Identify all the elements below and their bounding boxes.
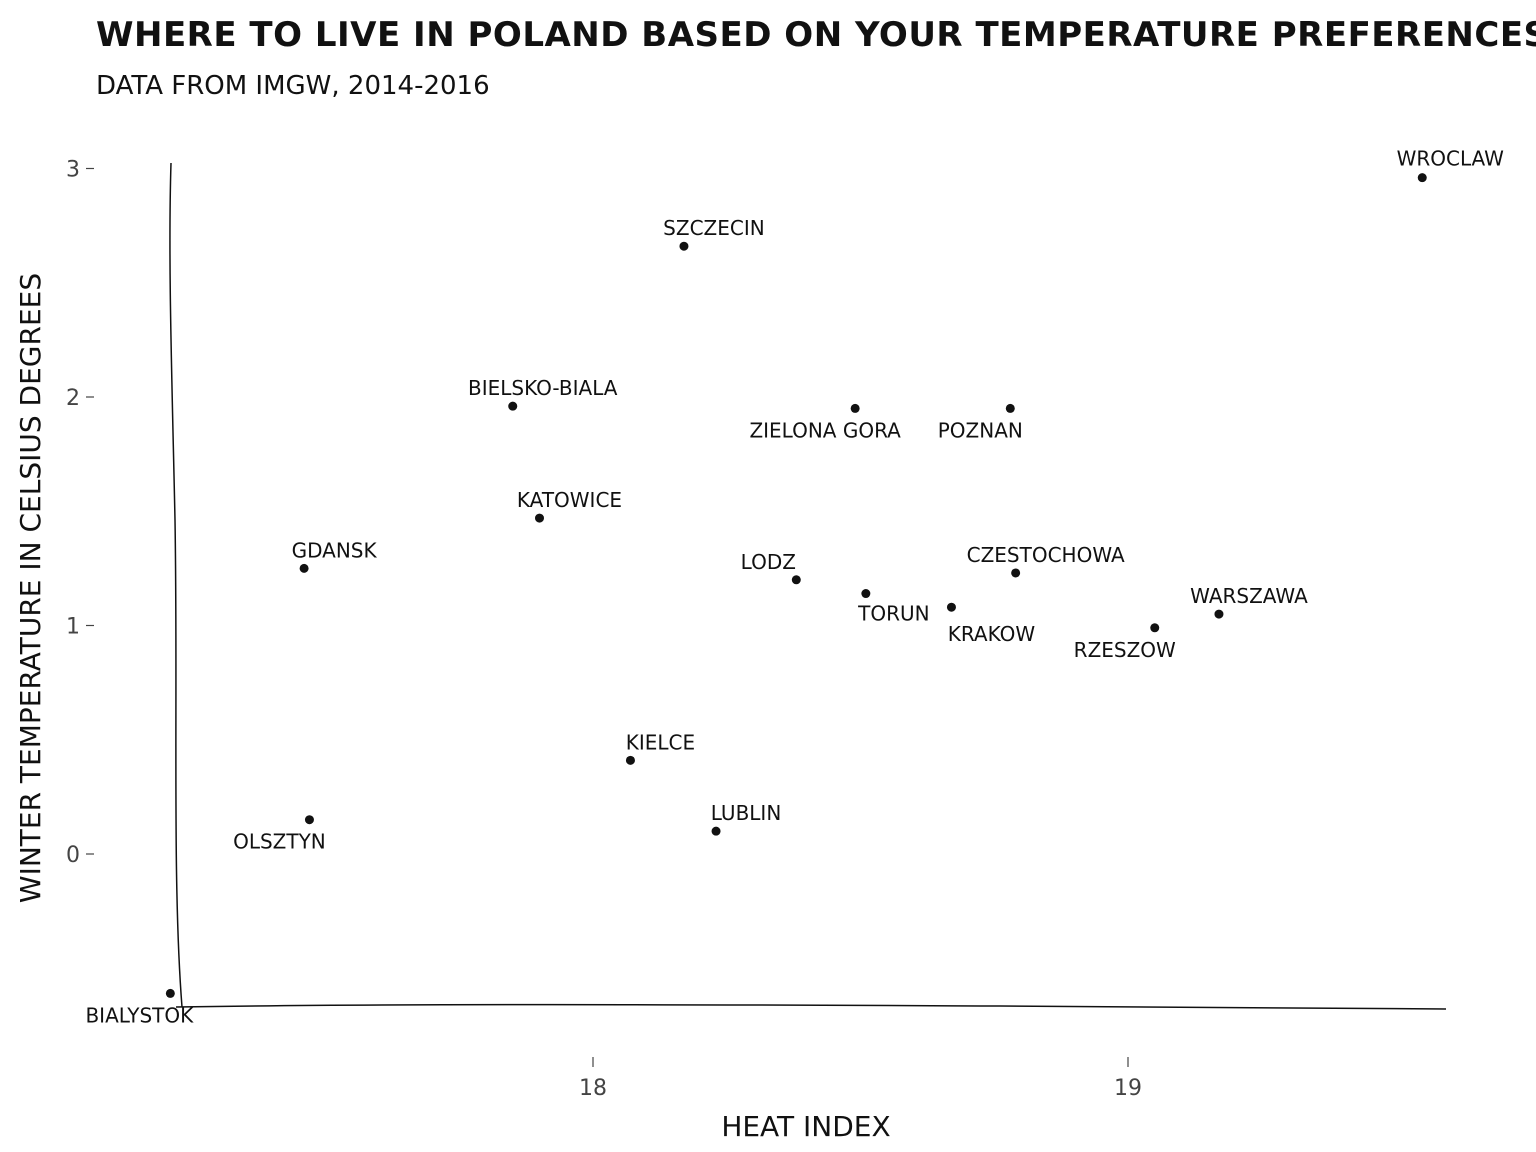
data-point <box>679 241 689 251</box>
point-label: KIELCE <box>626 730 695 754</box>
data-point <box>508 401 518 411</box>
point-label: WROCLAW <box>1397 147 1505 171</box>
data-point <box>1150 623 1160 633</box>
data-point <box>1417 173 1427 183</box>
y-tick-label: 2 <box>66 386 80 411</box>
point-label: LODZ <box>741 550 796 574</box>
data-point <box>1011 568 1021 578</box>
data-point <box>304 815 314 825</box>
data-point <box>1005 403 1015 413</box>
y-axis-title: WINTER TEMPERATURE IN CELSIUS DEGREES <box>14 273 47 903</box>
data-point <box>165 988 175 998</box>
y-axis-line <box>169 162 183 1008</box>
point-label: CZESTOCHOWA <box>967 543 1125 567</box>
point-label: WARSZAWA <box>1190 584 1308 608</box>
axis-ticks: 18 19 0 1 2 3 <box>66 158 1142 1102</box>
data-point <box>946 602 956 612</box>
point-label: OLSZTYN <box>233 830 326 854</box>
x-axis-line <box>175 1003 1447 1010</box>
x-tick-label: 18 <box>579 1076 607 1101</box>
point-label: BIELSKO-BIALA <box>468 376 618 400</box>
data-points <box>165 173 1427 998</box>
y-tick-label: 3 <box>66 158 80 183</box>
point-label: TORUN <box>857 602 929 626</box>
y-tick-label: 0 <box>66 843 80 868</box>
point-label: POZNAN <box>938 418 1023 442</box>
point-label: ZIELONA GORA <box>749 418 901 442</box>
point-label: BIALYSTOK <box>85 1003 194 1027</box>
data-point <box>791 575 801 585</box>
data-point <box>711 826 721 836</box>
point-label: GDANSK <box>292 538 378 562</box>
data-point <box>299 563 309 573</box>
data-point <box>1214 609 1224 619</box>
point-label: RZESZOW <box>1074 638 1176 662</box>
x-tick-label: 19 <box>1114 1076 1142 1101</box>
x-axis-title: HEAT INDEX <box>721 1110 890 1143</box>
data-point <box>625 755 635 765</box>
point-label: KATOWICE <box>517 488 622 512</box>
chart-subtitle: DATA FROM IMGW, 2014-2016 <box>96 71 490 101</box>
data-point <box>861 589 871 599</box>
chart-title: WHERE TO LIVE IN POLAND BASED ON YOUR TE… <box>96 15 1536 55</box>
data-point <box>535 513 544 523</box>
y-tick-label: 1 <box>66 615 80 640</box>
data-point <box>850 403 860 413</box>
point-label: SZCZECIN <box>663 216 765 240</box>
point-label: LUBLIN <box>711 801 782 825</box>
point-label: KRAKOW <box>948 622 1036 646</box>
point-labels: BIALYSTOK OLSZTYN GDANSK BIELSKO-BIALA KATOW… <box>85 147 1504 1028</box>
